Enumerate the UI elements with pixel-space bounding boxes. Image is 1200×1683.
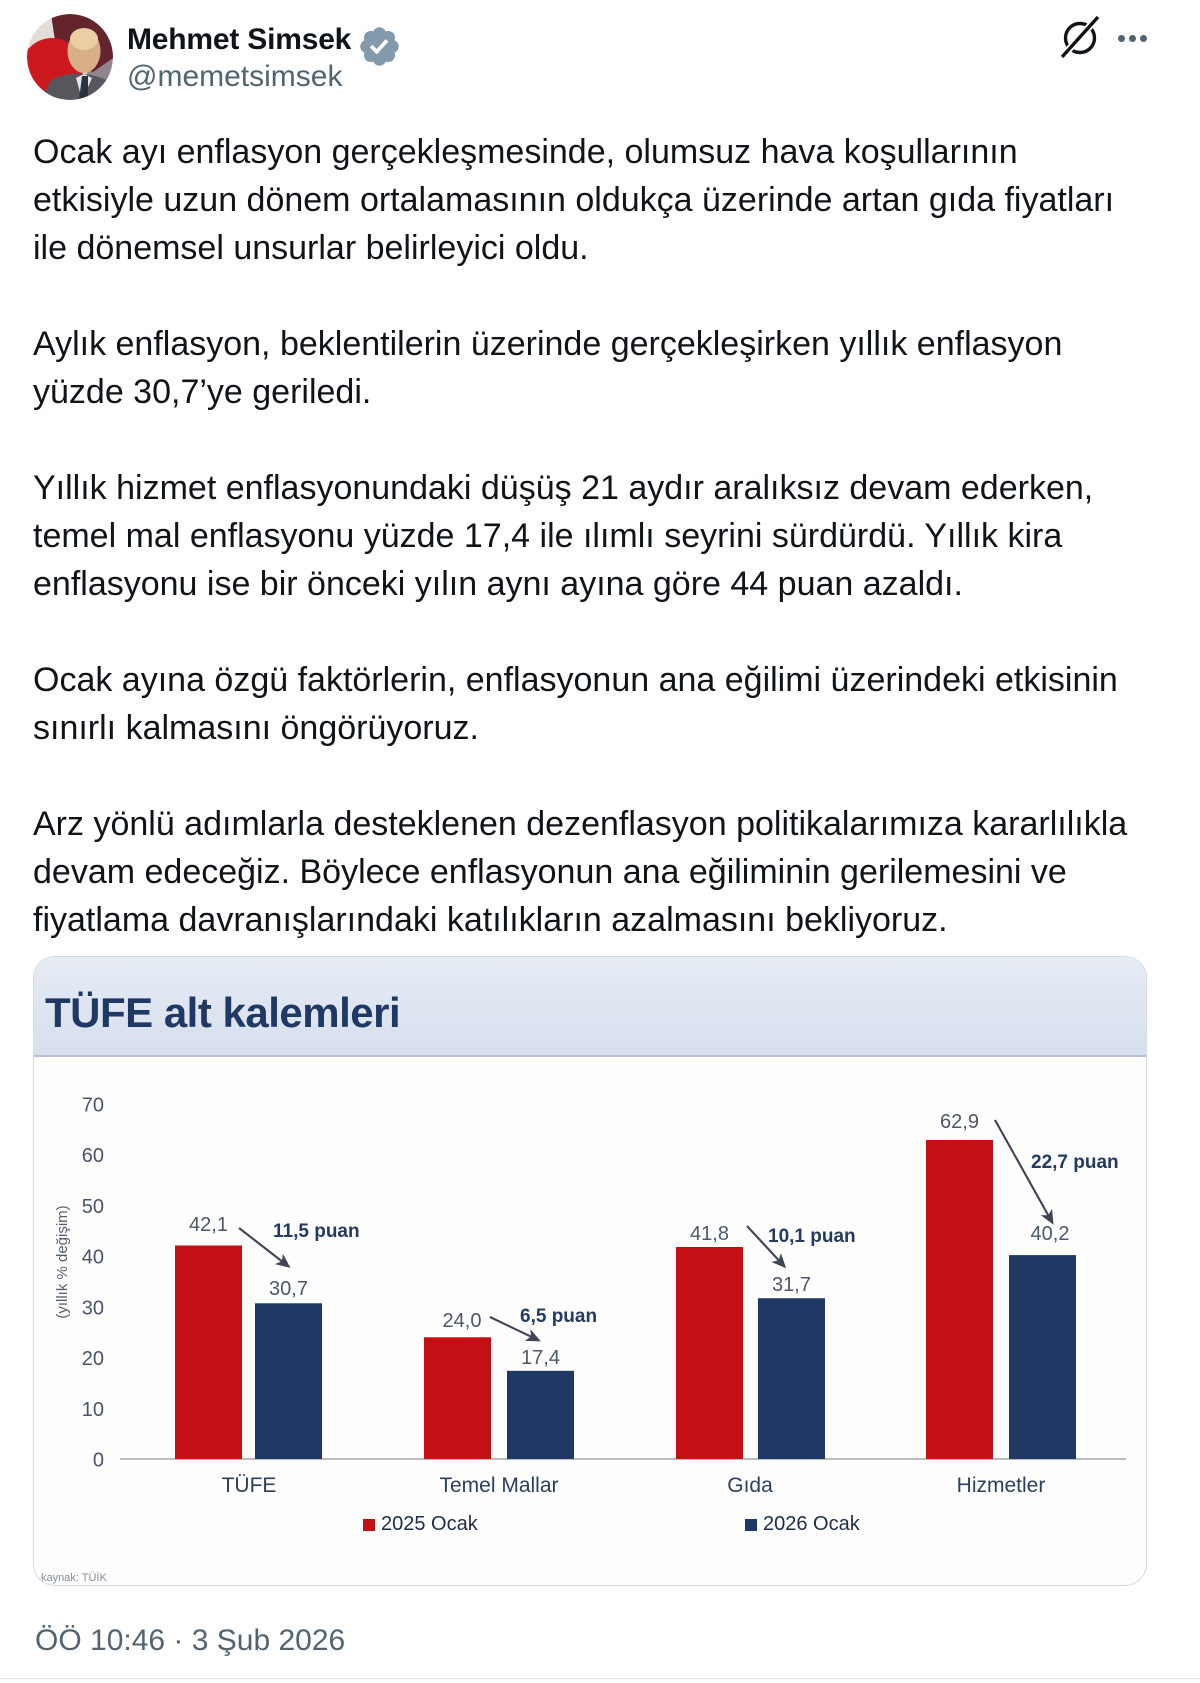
svg-text:60: 60 [82, 1145, 104, 1167]
svg-text:31,7: 31,7 [772, 1274, 811, 1296]
svg-text:30,7: 30,7 [269, 1278, 308, 1300]
svg-text:10: 10 [82, 1399, 104, 1421]
svg-text:50: 50 [82, 1196, 104, 1218]
svg-text:24,0: 24,0 [443, 1310, 482, 1332]
svg-text:Hizmetler: Hizmetler [957, 1474, 1046, 1497]
svg-text:22,7 puan: 22,7 puan [1031, 1152, 1119, 1173]
svg-text:TÜFE: TÜFE [222, 1474, 277, 1497]
svg-text:2025 Ocak: 2025 Ocak [381, 1513, 479, 1535]
svg-text:20: 20 [82, 1348, 104, 1370]
svg-text:62,9: 62,9 [940, 1111, 979, 1133]
svg-text:30: 30 [82, 1297, 104, 1319]
svg-text:2026 Ocak: 2026 Ocak [763, 1513, 861, 1535]
svg-text:10,1 puan: 10,1 puan [768, 1226, 856, 1247]
svg-text:(yıllık % değişim): (yıllık % değişim) [54, 1205, 71, 1318]
svg-text:42,1: 42,1 [189, 1214, 228, 1236]
svg-text:Temel Mallar: Temel Mallar [439, 1474, 558, 1497]
svg-text:0: 0 [93, 1450, 104, 1472]
svg-text:41,8: 41,8 [690, 1223, 729, 1245]
svg-text:6,5 puan: 6,5 puan [520, 1306, 597, 1327]
svg-text:17,4: 17,4 [521, 1347, 560, 1369]
svg-text:Gıda: Gıda [727, 1474, 773, 1497]
svg-text:40,2: 40,2 [1031, 1223, 1070, 1245]
svg-text:40: 40 [82, 1247, 104, 1269]
svg-text:11,5 puan: 11,5 puan [273, 1221, 360, 1242]
svg-text:70: 70 [82, 1095, 104, 1117]
